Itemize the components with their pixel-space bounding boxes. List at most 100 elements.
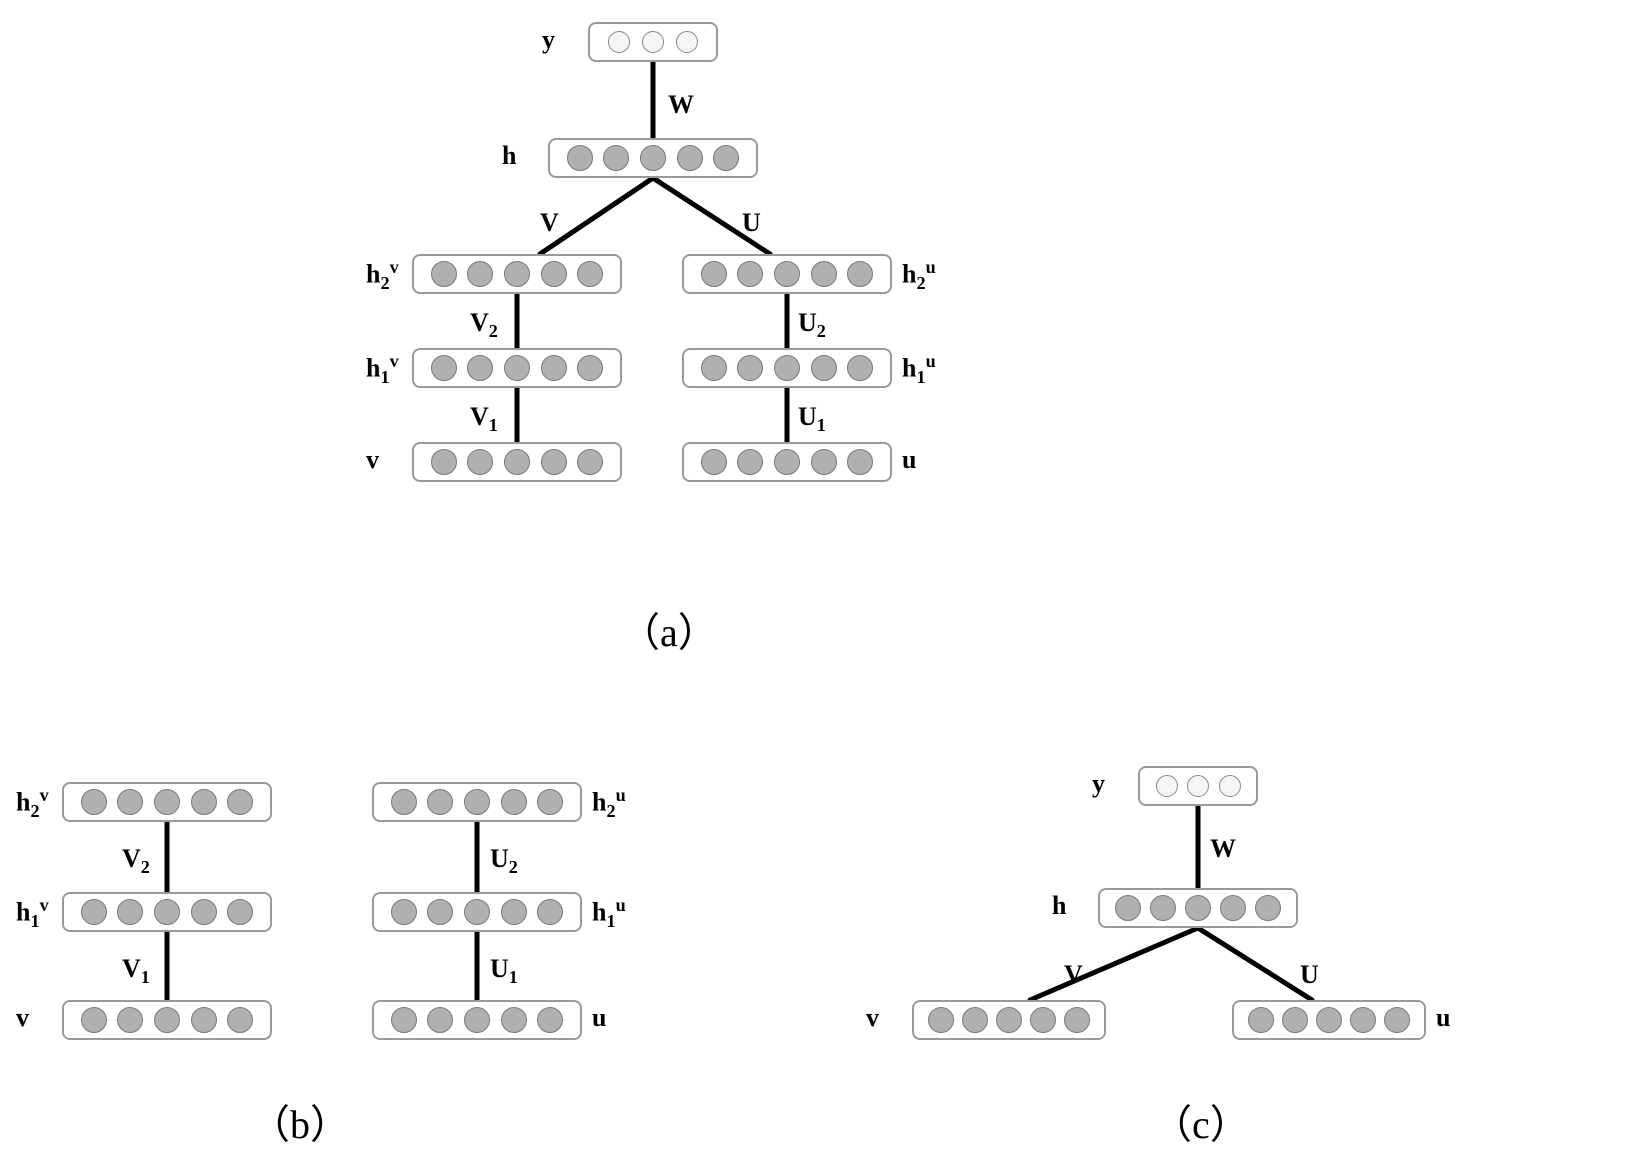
node [431,261,457,287]
node [504,449,530,475]
layer-h [548,138,758,178]
node [504,355,530,381]
node [701,261,727,287]
node [1156,775,1178,797]
layer-u [682,442,892,482]
layer-c_v [912,1000,1106,1040]
layer-y [588,22,718,62]
layer-label-h: h [502,141,516,171]
node [154,789,180,815]
node [117,899,143,925]
node [464,899,490,925]
edge-label: U [1300,960,1319,990]
node [537,789,563,815]
node [1185,895,1211,921]
edge-label: V1 [122,954,150,988]
caption-b: （b） [250,1092,350,1150]
node [774,261,800,287]
node [431,355,457,381]
node [464,1007,490,1033]
node [713,145,739,171]
node [427,899,453,925]
node [676,31,698,53]
node [117,789,143,815]
caption-a: （a） [620,600,718,658]
node [1384,1007,1410,1033]
layer-label-b_v: v [16,1003,29,1033]
node [608,31,630,53]
edge-label: V2 [122,844,150,878]
edges-svg [0,0,1632,1174]
node [191,1007,217,1033]
node [701,355,727,381]
layer-h2u [682,254,892,294]
layer-label-h2v: h2v [366,257,399,294]
node [811,449,837,475]
node [737,261,763,287]
caption-c: （c） [1152,1092,1250,1150]
edge-label: U1 [490,954,518,988]
layer-b_u [372,1000,582,1040]
edge-line [1198,928,1312,1000]
layer-label-b_u: u [592,1003,606,1033]
node [1150,895,1176,921]
edge-label: U1 [798,402,826,436]
node [1350,1007,1376,1033]
node [577,355,603,381]
edge-label: W [1210,834,1236,864]
node [81,789,107,815]
layer-c_u [1232,1000,1426,1040]
node [642,31,664,53]
node [501,1007,527,1033]
node [431,449,457,475]
edge-label: U [742,208,761,238]
layer-label-h2u: h2u [902,257,936,294]
node [701,449,727,475]
node [774,355,800,381]
layer-label-c_u: u [1436,1003,1450,1033]
node [541,449,567,475]
node [541,355,567,381]
layer-b_h1u [372,892,582,932]
node [227,899,253,925]
node [504,261,530,287]
layer-h1v [412,348,622,388]
node [962,1007,988,1033]
node [847,449,873,475]
node [117,1007,143,1033]
node [1282,1007,1308,1033]
node [501,789,527,815]
node [427,1007,453,1033]
layer-label-c_v: v [866,1003,879,1033]
layer-label-h1v: h1v [366,351,399,388]
layer-b_h1v [62,892,272,932]
edge-label: W [668,90,694,120]
node [427,789,453,815]
node [81,899,107,925]
node [154,899,180,925]
layer-c_y [1138,766,1258,806]
node [928,1007,954,1033]
edge-label: U2 [798,308,826,342]
layer-label-y: y [542,25,555,55]
node [737,449,763,475]
node [567,145,593,171]
edge-label: V1 [470,402,498,436]
node [811,355,837,381]
node [467,449,493,475]
node [227,1007,253,1033]
node [577,449,603,475]
node [467,261,493,287]
node [541,261,567,287]
node [1219,775,1241,797]
node [1220,895,1246,921]
edge-label: V [1064,960,1083,990]
layer-label-c_h: h [1052,891,1066,921]
node [467,355,493,381]
node [811,261,837,287]
node [501,899,527,925]
node [81,1007,107,1033]
node [464,789,490,815]
node [227,789,253,815]
layer-label-b_h2v: h2v [16,785,49,822]
